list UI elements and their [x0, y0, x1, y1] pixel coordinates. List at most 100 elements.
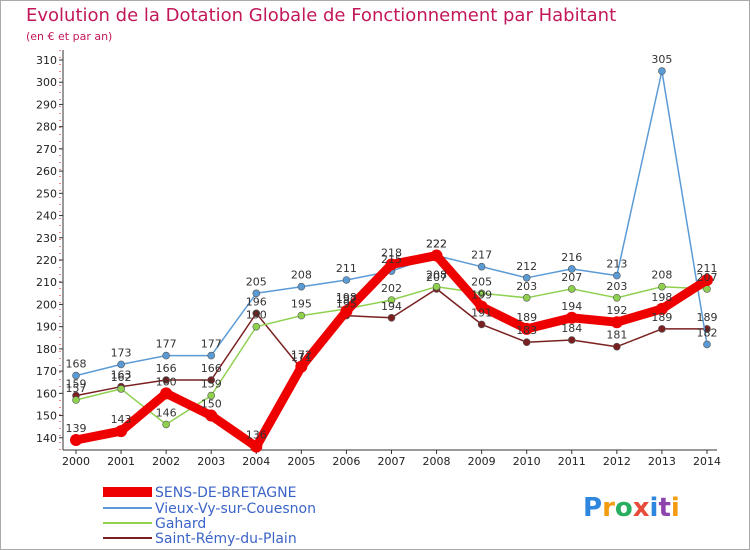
- x-tick-label: 2012: [603, 455, 631, 468]
- data-label: 182: [696, 326, 717, 339]
- data-point: [567, 285, 576, 293]
- y-tick-label: 140: [36, 432, 57, 445]
- x-tick-label: 2009: [468, 455, 496, 468]
- data-point: [477, 262, 486, 271]
- x-tick-label: 2002: [152, 455, 180, 468]
- x-tick-label: 2005: [287, 455, 315, 468]
- data-label: 159: [201, 378, 222, 391]
- axes: 140 150 160 170 180 190 200 210 220 230 240 250 260 2…: [36, 50, 721, 468]
- data-point: [297, 282, 306, 291]
- data-label: 181: [606, 329, 627, 342]
- data-label: 208: [426, 269, 447, 282]
- data-point: [72, 371, 80, 380]
- data-label: 203: [516, 280, 537, 293]
- data-label: 143: [111, 413, 132, 426]
- data-label: 212: [516, 260, 537, 273]
- data-point: [387, 296, 396, 304]
- data-label: 195: [291, 298, 312, 311]
- data-label: 168: [66, 358, 87, 371]
- data-point: [430, 249, 443, 262]
- x-tick-label: 2014: [693, 455, 721, 468]
- y-tick-label: 190: [36, 321, 57, 334]
- data-label: 217: [471, 249, 492, 262]
- data-point: [252, 309, 261, 318]
- y-tick-label: 180: [36, 343, 57, 356]
- data-point: [162, 420, 170, 429]
- y-tick-label: 230: [36, 232, 57, 245]
- data-label: 213: [606, 258, 627, 271]
- data-label: 139: [66, 422, 87, 435]
- data-label: 195: [336, 298, 357, 311]
- logo-text: Proxiti: [583, 493, 680, 523]
- data-point: [72, 396, 80, 404]
- data-point: [567, 265, 576, 273]
- data-point: [613, 271, 621, 280]
- series-layer: [70, 67, 713, 453]
- data-point: [613, 342, 621, 351]
- proxiti-logo: Proxiti: [583, 493, 680, 523]
- data-label: 166: [156, 362, 177, 375]
- data-label: 208: [291, 269, 312, 282]
- x-tick-label: 2004: [242, 455, 270, 468]
- data-label: 172: [291, 349, 312, 362]
- y-tick-label: 210: [36, 276, 57, 289]
- data-point: [703, 340, 711, 349]
- data-label: 171: [291, 351, 312, 364]
- data-label: 189: [696, 311, 717, 324]
- data-point: [567, 336, 576, 344]
- data-label: 199: [471, 289, 492, 302]
- data-point: [162, 351, 170, 360]
- data-point: [207, 391, 216, 400]
- data-label: 192: [606, 304, 627, 317]
- data-point: [115, 425, 128, 438]
- data-point: [297, 311, 306, 320]
- data-point: [432, 282, 441, 291]
- data-point: [658, 325, 666, 333]
- data-label: 150: [201, 398, 222, 411]
- y-tick-label: 270: [36, 143, 57, 156]
- data-label: 222: [426, 238, 447, 251]
- data-label: 163: [111, 369, 132, 382]
- data-point: [162, 376, 170, 384]
- data-labels: 159 163 166 166 196 171 195 194 207 191 183 184 181 1…: [66, 53, 718, 442]
- y-tick-label: 170: [36, 365, 57, 378]
- data-point: [520, 322, 533, 335]
- data-point: [205, 409, 218, 422]
- data-point: [613, 293, 621, 302]
- data-point: [207, 351, 216, 360]
- data-label: 198: [651, 291, 672, 304]
- data-point: [385, 258, 398, 271]
- data-label: 305: [651, 53, 672, 66]
- y-tick-label: 150: [36, 410, 57, 423]
- data-label: 205: [246, 275, 267, 288]
- y-tick-label: 240: [36, 210, 57, 223]
- y-tick-label: 250: [36, 187, 57, 200]
- data-label: 189: [516, 311, 537, 324]
- x-tick-label: 2007: [377, 455, 405, 468]
- y-tick-label: 280: [36, 121, 57, 134]
- data-point: [252, 322, 261, 331]
- data-label: 202: [381, 282, 402, 295]
- chart-subtitle: (en € et par an): [26, 30, 112, 43]
- data-label: 208: [651, 269, 672, 282]
- y-tick-label: 310: [36, 54, 57, 67]
- data-label: 203: [606, 280, 627, 293]
- data-point: [522, 338, 531, 347]
- data-label: 183: [516, 324, 537, 337]
- y-tick-label: 260: [36, 165, 57, 178]
- chart-title: Evolution de la Dotation Globale de Fonc…: [26, 5, 616, 26]
- data-label: 160: [156, 375, 177, 388]
- data-label: 196: [246, 295, 267, 308]
- data-point: [522, 293, 531, 302]
- data-point: [610, 316, 623, 329]
- data-label: 211: [336, 262, 357, 275]
- data-point: [252, 289, 261, 298]
- data-point: [250, 440, 263, 453]
- data-point: [160, 387, 173, 400]
- x-tick-label: 2003: [197, 455, 225, 468]
- data-point: [477, 320, 486, 329]
- data-point: [655, 302, 668, 315]
- data-label: 162: [111, 371, 132, 384]
- data-label: 194: [561, 300, 582, 313]
